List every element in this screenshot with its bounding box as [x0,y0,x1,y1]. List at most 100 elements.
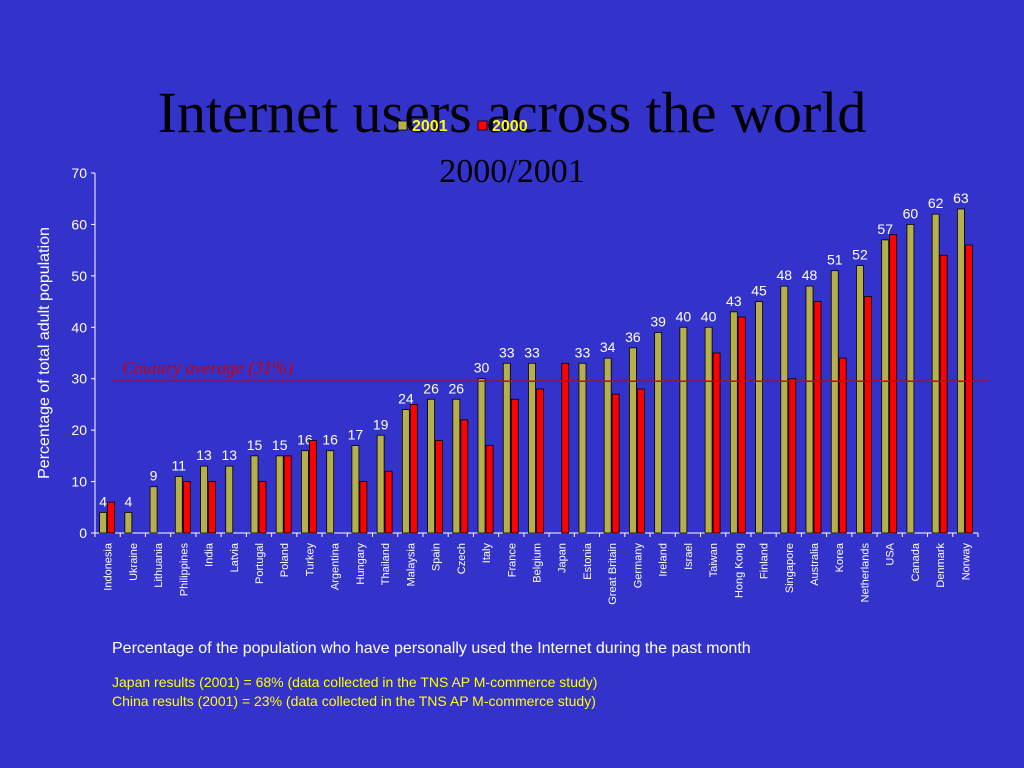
bar-2000-great-britain [611,393,620,534]
bar-2001-norway [956,208,965,534]
x-tick-label: India [204,542,216,567]
data-label-2001: 43 [726,293,742,309]
bar-2000-australia [813,301,822,534]
x-tick-label: Indonesia [103,542,115,591]
data-label-2001: 63 [953,190,969,206]
data-label-2001: 57 [877,221,893,237]
data-label-2001: 48 [776,267,792,283]
bar-2001-israel [679,326,688,534]
bar-2000-india [208,481,216,534]
bar-2001-czech [452,398,461,534]
y-tick-label: 50 [71,268,87,284]
bar-2000-japan [561,362,570,534]
bar-2001-lithuania [149,486,158,534]
bar-2001-netherlands [856,265,864,534]
bar-2000-poland [283,455,292,534]
x-tick-label: Malaysia [405,542,417,586]
x-tick-label: Norway [960,543,972,581]
legend-swatch-2000 [477,120,488,131]
chart-title: Internet users across the world [157,80,867,145]
data-label-2001: 33 [575,344,591,360]
x-tick-label: Israel [683,543,695,570]
x-tick-label: Portugal [254,543,266,584]
data-label-2001: 9 [150,468,158,484]
chart-subtitle: 2000/2001 [439,153,585,190]
data-label-2001: 16 [297,432,313,448]
bar-2001-malaysia [401,409,410,534]
bar-2001-ireland [654,332,663,534]
bar-2001-italy [477,378,486,534]
bar-2001-great-britain [603,357,612,534]
y-tick-label: 0 [79,525,87,541]
data-label-2001: 19 [373,416,389,432]
bar-2001-taiwan [704,326,713,534]
data-label-2001: 15 [247,437,263,453]
bar-2000-netherlands [864,296,872,534]
data-label-2001: 4 [124,493,132,509]
x-tick-label: Hong Kong [733,543,745,598]
bar-2000-italy [485,445,494,534]
y-tick-label: 20 [71,422,87,438]
x-tick-label: Taiwan [708,543,720,577]
bar-2001-usa [881,239,890,534]
data-label-2001: 40 [701,308,717,324]
bar-2001-latvia [225,465,234,534]
x-tick-label: Estonia [582,542,594,580]
bar-2000-hong-kong [737,316,746,534]
x-tick-label: Philippines [178,543,190,597]
data-label-2001: 26 [423,380,439,396]
bar-2000-usa [889,234,898,534]
data-label-2001: 60 [903,205,919,221]
x-tick-label: Spain [431,543,443,571]
bar-2001-estonia [578,362,587,534]
bar-2000-indonesia [107,501,116,534]
data-label-2001: 26 [449,380,465,396]
x-tick-label: Finland [759,543,771,579]
footnote-main: Percentage of the population who have pe… [112,640,751,657]
y-tick-label: 70 [71,165,87,181]
data-label-2001: 39 [650,313,666,329]
data-label-2001: 52 [852,247,868,263]
bar-2000-portugal [258,481,267,534]
x-tick-label: Korea [834,542,846,572]
bar-2000-hungary [359,481,368,534]
bar-2001-hong-kong [729,311,738,534]
x-tick-label: Canada [910,542,922,581]
data-label-2001: 24 [398,391,414,407]
bar-2001-canada [906,224,915,534]
x-tick-label: France [506,543,518,577]
bar-2000-singapore [788,378,797,534]
data-label-2001: 4 [99,493,107,509]
bar-2000-taiwan [712,352,721,534]
data-label-2001: 36 [625,329,641,345]
x-tick-label: Thailand [380,543,392,585]
bar-2001-argentina [326,450,335,534]
x-tick-label: Hungary [355,543,367,585]
bar-2001-korea [830,270,839,534]
data-label-2001: 13 [196,447,212,463]
bar-2001-france [502,362,511,534]
x-tick-label: Great Britain [607,543,619,605]
data-label-2001: 16 [322,432,338,448]
x-tick-label: Belgium [532,543,544,583]
legend-swatch-2001 [397,120,408,131]
bar-2001-belgium [528,362,536,534]
data-label-2001: 40 [676,308,692,324]
y-tick-label: 40 [71,319,87,335]
bar-2000-korea [838,357,847,534]
x-tick-label: Lithuania [153,542,165,588]
bar-2000-thailand [384,470,393,534]
x-tick-label: Ukraine [128,543,140,581]
data-label-2001: 13 [221,447,237,463]
x-tick-label: Singapore [784,543,796,593]
bar-2001-portugal [250,455,259,534]
bar-2001-australia [805,285,814,534]
data-label-2001: 30 [474,360,490,376]
x-tick-label: USA [885,542,897,565]
bar-2001-denmark [931,213,940,534]
data-label-2001: 11 [172,457,187,473]
y-axis-label: Percentage of total adult population [36,227,53,479]
bar-2000-spain [435,440,443,534]
data-label-2001: 34 [600,339,616,355]
